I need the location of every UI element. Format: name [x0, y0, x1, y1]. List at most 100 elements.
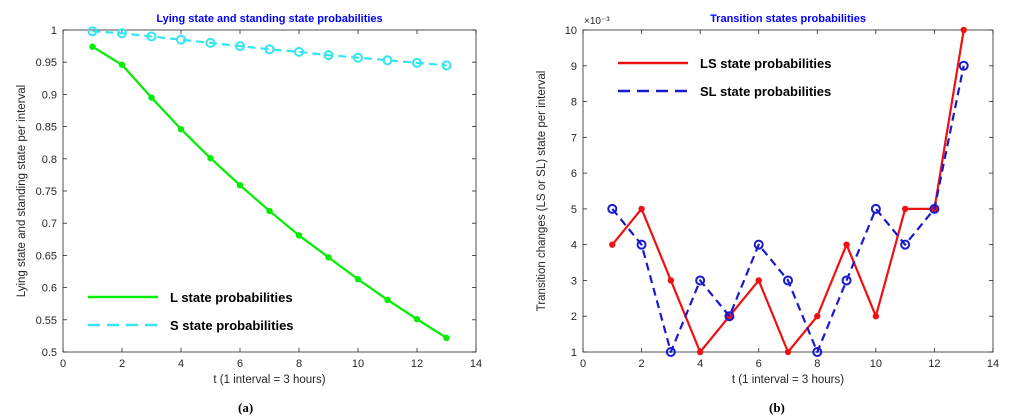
data-point	[443, 334, 450, 342]
x-tick-label: 12	[928, 358, 940, 370]
data-point	[667, 277, 675, 284]
data-point	[695, 275, 706, 286]
y-tick-label: 0.65	[36, 250, 57, 262]
data-point	[609, 241, 616, 248]
data-point	[176, 34, 186, 45]
legend-label-1: LS state probabilities	[700, 56, 831, 71]
data-point	[117, 28, 127, 39]
data-point	[146, 31, 157, 42]
y-tick-label: 9	[571, 61, 577, 73]
y-tick-label: 6	[571, 168, 577, 180]
y-tick-label: 0.8	[42, 154, 57, 166]
x-tick-label: 10	[352, 358, 364, 370]
data-point	[665, 347, 676, 357]
x-tick-label: 2	[119, 358, 125, 370]
data-point	[295, 232, 303, 239]
plot-area	[582, 29, 994, 353]
x-tick-label: 12	[411, 358, 423, 370]
y-tick-label: 0.6	[42, 283, 57, 295]
caption-b: (b)	[769, 400, 785, 415]
data-point	[753, 239, 764, 250]
data-point	[783, 275, 793, 286]
data-point	[814, 313, 821, 320]
chart-title: Lying state and standing state probabili…	[156, 13, 382, 25]
y-tick-label: 10	[565, 25, 577, 37]
data-point	[638, 205, 645, 213]
series-line-2	[611, 65, 965, 354]
data-point	[236, 182, 244, 189]
data-point	[87, 26, 98, 37]
data-point	[413, 315, 421, 323]
x-tick-label: 4	[178, 358, 184, 370]
y-tick-label: 0.95	[36, 57, 57, 69]
x-tick-label: 0	[580, 358, 586, 370]
chart-title: Transition states probabilities	[710, 13, 866, 25]
data-point	[118, 61, 126, 68]
x-tick-label: 8	[296, 358, 302, 370]
data-point	[207, 154, 214, 162]
chart-panel-a: 0 2 4 6 8 10 12 14 0.5 0.55 0.6 0.65 0.7 0.75 0.8 0.85 0…	[16, 13, 482, 386]
data-point	[636, 239, 647, 250]
data-point	[900, 239, 911, 250]
y-tick-label: 0.55	[36, 315, 57, 327]
y-tick-label: 3	[571, 275, 577, 287]
y-tick-label: 1	[571, 347, 577, 359]
y-tick-label: 2	[571, 311, 577, 323]
y-exponent-label: ×10⁻³	[584, 16, 610, 27]
data-point	[870, 203, 881, 214]
data-point	[294, 46, 304, 57]
data-point	[441, 60, 452, 71]
legend-label-1: L state probabilities	[170, 290, 293, 305]
x-tick-label: 0	[60, 358, 66, 370]
y-tick-label: 8	[571, 97, 577, 109]
data-point	[755, 277, 762, 284]
y-tick-label: 1	[51, 25, 57, 37]
caption-a: (a)	[238, 400, 254, 415]
data-point	[843, 241, 850, 248]
x-tick-label: 14	[470, 358, 482, 370]
y-tick-label: 0.7	[42, 218, 57, 230]
data-point	[872, 313, 880, 320]
data-point	[960, 26, 967, 34]
y-tick-label: 7	[571, 132, 577, 144]
data-point	[148, 94, 155, 101]
y-tick-label: 0.5	[42, 347, 57, 359]
data-point	[841, 275, 852, 286]
data-point	[264, 44, 275, 55]
y-axis-label: Transition changes (LS or SL) state per …	[536, 71, 548, 312]
x-tick-label: 6	[756, 358, 762, 370]
data-point	[724, 311, 735, 322]
data-point	[607, 203, 618, 214]
y-tick-label: 4	[571, 240, 577, 252]
data-point	[266, 207, 273, 215]
data-point	[384, 296, 391, 304]
data-point	[323, 50, 334, 61]
data-point	[696, 348, 704, 356]
x-tick-label: 2	[639, 358, 645, 370]
y-tick-label: 5	[571, 204, 577, 216]
y-tick-label: 0.75	[36, 186, 57, 198]
data-point	[353, 52, 363, 63]
y-axis-label: Lying state and standing state per inter…	[16, 85, 28, 297]
x-axis-label: t (1 interval = 3 hours)	[213, 374, 325, 386]
data-point	[354, 276, 362, 283]
plot-area	[62, 29, 477, 353]
x-tick-label: 10	[870, 358, 882, 370]
x-tick-label: 14	[987, 358, 999, 370]
data-point	[784, 348, 792, 356]
x-axis-label: t (1 interval = 3 hours)	[732, 374, 844, 386]
data-point	[929, 203, 940, 214]
data-point	[235, 41, 245, 52]
y-tick-label: 0.85	[36, 122, 57, 134]
x-tick-label: 8	[814, 358, 820, 370]
y-tick-label: 0.9	[42, 89, 57, 101]
legend-label-2: SL state probabilities	[700, 84, 831, 99]
data-point	[205, 37, 216, 48]
x-tick-label: 4	[697, 358, 703, 370]
data-point	[412, 57, 422, 68]
x-tick-label: 6	[237, 358, 243, 370]
data-point	[325, 254, 332, 261]
data-point	[177, 125, 185, 133]
data-point	[382, 55, 393, 66]
